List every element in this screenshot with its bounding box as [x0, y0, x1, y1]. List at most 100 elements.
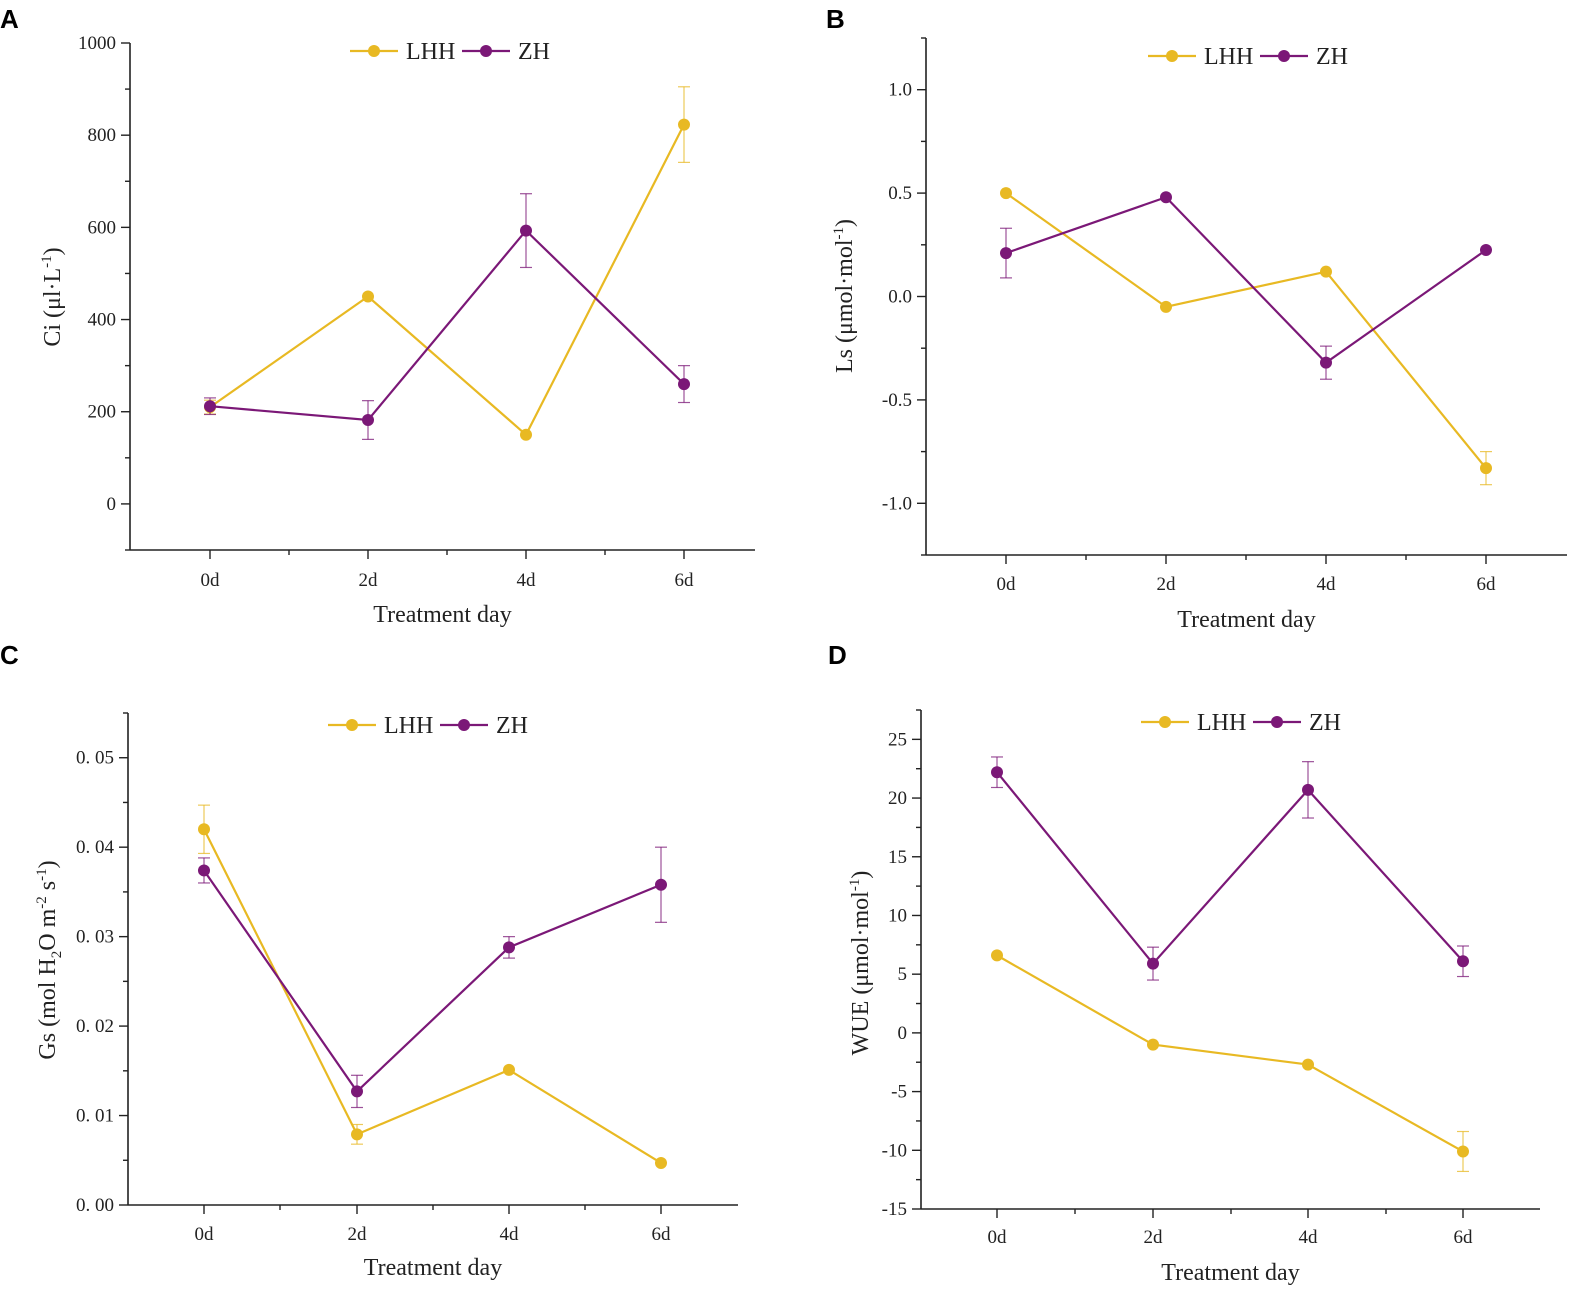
- y-tick-label: 0. 03: [76, 927, 114, 948]
- y-tick-label: 5: [898, 964, 908, 985]
- series-line-lhh: [996, 954, 1464, 1153]
- data-point-lhh: [991, 949, 1003, 962]
- x-tick-label: 6d: [652, 1224, 672, 1245]
- data-point-zh: [1480, 243, 1492, 256]
- chart-panel-a: 0 200 400 600 800 1000 0d 2d 4d 6d Treatment day Ci…: [39, 33, 755, 628]
- data-point-lhh: [1000, 187, 1012, 200]
- x-axis-title: Treatment day: [373, 602, 511, 628]
- legend-label-lhh: LHH: [406, 39, 455, 65]
- data-point-lhh: [362, 290, 374, 303]
- legend-label-lhh: LHH: [1197, 710, 1246, 736]
- x-tick-label: 0d: [195, 1224, 215, 1245]
- y-tick-label: 0.5: [888, 183, 912, 204]
- data-point-zh: [1147, 957, 1159, 970]
- x-tick-label: 2d: [359, 570, 379, 591]
- x-axis-title: Treatment day: [364, 1255, 502, 1281]
- y-tick-label: 0.0: [888, 287, 912, 308]
- legend-label-zh: ZH: [496, 713, 528, 739]
- y-tick-label: 20: [888, 788, 907, 809]
- legend-marker-zh: [1278, 50, 1290, 62]
- data-point-zh: [1320, 356, 1332, 369]
- series-line-zh: [1005, 195, 1487, 365]
- legend-marker-zh: [1271, 716, 1283, 728]
- x-tick-label: 6d: [1454, 1227, 1474, 1248]
- data-point-lhh: [655, 1156, 667, 1169]
- chart-panel-d: 25 20 15 10 5 0 -5 -10 -15 0d 2d 4d 6d Treatment day W…: [847, 709, 1540, 1286]
- data-point-lhh: [1457, 1145, 1469, 1158]
- legend-label-lhh: LHH: [384, 713, 433, 739]
- data-point-zh: [1000, 247, 1012, 260]
- data-point-lhh: [1320, 265, 1332, 278]
- y-tick-label: -10: [882, 1140, 907, 1161]
- y-tick-label: 0. 00: [76, 1195, 114, 1216]
- data-point-zh: [520, 224, 532, 237]
- y-tick-label: 0. 05: [76, 748, 114, 769]
- data-point-lhh: [1147, 1038, 1159, 1051]
- legend-label-zh: ZH: [1309, 710, 1341, 736]
- y-axis-title: Ci (μl·L-1): [39, 247, 66, 346]
- x-axis-title: Treatment day: [1161, 1260, 1299, 1286]
- x-tick-label: 2d: [348, 1224, 368, 1245]
- y-tick-label: 0. 04: [76, 837, 115, 858]
- series-line-zh: [209, 228, 685, 422]
- x-tick-label: 6d: [1477, 574, 1497, 595]
- x-tick-label: 4d: [517, 570, 537, 591]
- data-point-zh: [1302, 783, 1314, 796]
- y-tick-label: 25: [888, 729, 907, 750]
- y-tick-label: 1000: [78, 33, 116, 54]
- x-tick-label: 0d: [997, 574, 1017, 595]
- data-point-zh: [362, 414, 374, 427]
- data-point-lhh: [198, 823, 210, 836]
- data-point-lhh: [1160, 300, 1172, 313]
- data-point-lhh: [1302, 1058, 1314, 1071]
- x-tick-label: 4d: [500, 1224, 520, 1245]
- legend-marker-lhh: [368, 45, 380, 57]
- data-point-zh: [1457, 955, 1469, 968]
- y-tick-label: -15: [882, 1199, 907, 1220]
- series-line-lhh: [203, 828, 662, 1164]
- series-line-lhh: [209, 124, 685, 437]
- data-point-zh: [1160, 191, 1172, 204]
- data-point-zh: [991, 766, 1003, 779]
- y-tick-label: 600: [88, 217, 117, 238]
- x-tick-label: 0d: [988, 1227, 1008, 1248]
- x-tick-label: 0d: [201, 570, 221, 591]
- y-tick-label: -5: [891, 1082, 907, 1103]
- legend-marker-zh: [480, 45, 492, 57]
- data-point-lhh: [503, 1063, 515, 1076]
- y-tick-label: 0: [898, 1023, 908, 1044]
- y-tick-label: -1.0: [882, 493, 912, 514]
- legend-marker-lhh: [1166, 50, 1178, 62]
- data-point-zh: [204, 400, 216, 413]
- legend-label-zh: ZH: [518, 39, 550, 65]
- y-tick-label: 200: [88, 402, 117, 423]
- series-line-lhh: [1005, 192, 1487, 469]
- legend-marker-zh: [458, 719, 470, 731]
- series-line-zh: [996, 771, 1464, 966]
- data-point-lhh: [351, 1128, 363, 1141]
- y-tick-label: 15: [888, 847, 907, 868]
- data-point-zh: [655, 878, 667, 891]
- data-point-zh: [198, 864, 210, 877]
- data-point-lhh: [520, 428, 532, 441]
- data-point-zh: [678, 378, 690, 391]
- panel-label-d: D: [828, 640, 847, 670]
- panel-label-a: A: [0, 4, 19, 34]
- panel-label-c: C: [0, 640, 19, 670]
- x-tick-label: 6d: [675, 570, 695, 591]
- legend-marker-lhh: [346, 719, 358, 731]
- series-line-zh: [203, 869, 662, 1094]
- data-point-lhh: [678, 118, 690, 131]
- chart-panel-b: 1.0 0.5 0.0 -0.5 -1.0 0d 2d 4d 6d Treatment day Ls…: [831, 37, 1567, 633]
- data-point-zh: [503, 941, 515, 954]
- legend-label-lhh: LHH: [1204, 44, 1253, 70]
- data-point-zh: [351, 1085, 363, 1098]
- legend-label-zh: ZH: [1316, 44, 1348, 70]
- y-tick-label: 0. 02: [76, 1016, 114, 1037]
- y-tick-label: -0.5: [882, 390, 912, 411]
- legend-marker-lhh: [1159, 716, 1171, 728]
- x-tick-label: 4d: [1299, 1227, 1319, 1248]
- chart-panel-c: 0. 00 0. 01 0. 02 0. 03 0. 04 0. 05 0d 2d 4d 6d Tr…: [34, 712, 738, 1281]
- x-tick-label: 2d: [1144, 1227, 1164, 1248]
